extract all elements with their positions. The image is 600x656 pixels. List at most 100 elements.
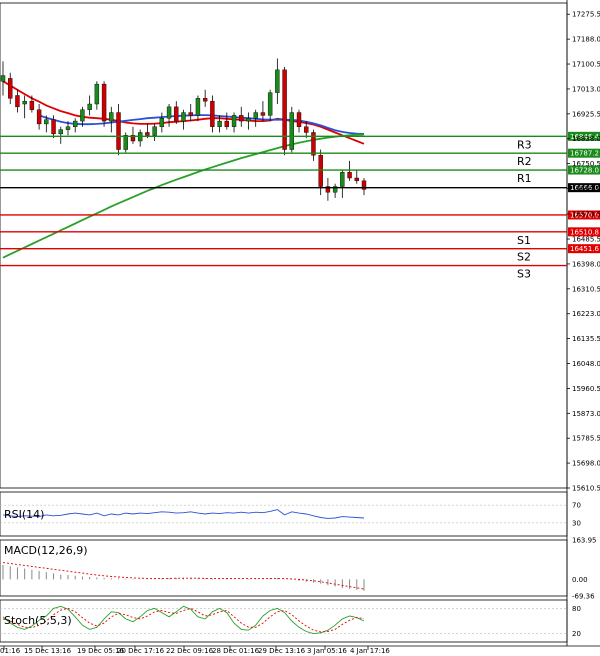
candle-body bbox=[231, 115, 237, 127]
time-tick-label: 28 Dec 01:16 bbox=[212, 647, 260, 655]
price-tick-label: 16838.0 bbox=[572, 135, 600, 143]
candle-body bbox=[246, 118, 251, 122]
price-tick-label: 16925.5 bbox=[572, 110, 600, 118]
rsi-tick-label: 30 bbox=[572, 519, 581, 527]
macd-tick-label: -69.36 bbox=[572, 593, 595, 601]
candle-body bbox=[8, 78, 13, 99]
candle-body bbox=[44, 119, 49, 125]
level-tag-2 bbox=[568, 165, 600, 175]
level-name-2: R1 bbox=[517, 172, 532, 185]
level-name-5: S1 bbox=[517, 234, 531, 247]
rsi-line bbox=[2, 509, 365, 519]
price-tick-label: 16223.0 bbox=[572, 310, 600, 318]
price-tick-label: 16310.5 bbox=[572, 285, 600, 293]
time-tick-label: 3 Jan 05:16 bbox=[307, 647, 347, 655]
macd-label: MACD(12,26,9) bbox=[4, 544, 88, 557]
price-tick-label: 15610.5 bbox=[572, 485, 600, 493]
price-tick-label: 15873.0 bbox=[572, 410, 600, 418]
candle-body bbox=[130, 135, 136, 142]
candle-body bbox=[340, 172, 345, 187]
candle-body bbox=[318, 155, 323, 187]
moving-average-line-2 bbox=[2, 133, 365, 259]
time-tick-label: 15 Dec 13:16 bbox=[24, 647, 72, 655]
candle-body bbox=[101, 83, 107, 122]
pivot-levels: R3 16846.4 R2 16787.2 R1 16728.0 16666.0 16570.… bbox=[0, 131, 600, 281]
candle-body bbox=[354, 177, 359, 182]
time-tick-label: 4 Jan 17:16 bbox=[350, 647, 390, 655]
price-tick-label: 17188.0 bbox=[572, 36, 600, 44]
level-tag-text-4: 16570.0 bbox=[570, 211, 599, 219]
candle-body bbox=[347, 172, 352, 179]
stoch-label: Stoch(5,5,3) bbox=[4, 614, 72, 627]
candle-body bbox=[29, 100, 35, 110]
price-tick-label: 16135.5 bbox=[572, 335, 600, 343]
price-tick-label: 16485.5 bbox=[572, 236, 600, 244]
candle-body bbox=[87, 103, 92, 110]
candles bbox=[0, 58, 367, 201]
time-tick-label: 29 Dec 13:16 bbox=[258, 647, 306, 655]
time-tick-label: 01:16 bbox=[0, 647, 21, 655]
level-tag-text-1: 16787.2 bbox=[570, 150, 599, 158]
level-tag-text-0: 16846.4 bbox=[570, 133, 599, 141]
candle-body bbox=[65, 126, 71, 130]
candle-body bbox=[152, 126, 157, 136]
candle-body bbox=[0, 75, 6, 82]
candle-body bbox=[304, 126, 309, 133]
candle-body bbox=[289, 112, 294, 150]
level-tag-3 bbox=[568, 183, 600, 193]
price-tick-label: 17100.5 bbox=[572, 61, 600, 69]
level-tag-1 bbox=[568, 148, 600, 158]
candle-body bbox=[217, 120, 222, 127]
price-tick-label: 16750.5 bbox=[572, 160, 600, 168]
stoch-tick-label: 80 bbox=[572, 605, 581, 613]
candle-body bbox=[58, 129, 63, 135]
time-tick-label: 22 Dec 09:16 bbox=[166, 647, 214, 655]
price-tick-label: 15960.5 bbox=[572, 385, 600, 393]
stoch-k-line bbox=[2, 605, 365, 635]
candle-body bbox=[15, 95, 20, 108]
candle-body bbox=[202, 98, 208, 102]
time-tick-label: 20 Dec 17:16 bbox=[117, 647, 165, 655]
indicators: 70 30 RSI(14) 163.95 0.00 -69.36 MACD(12,26,9)… bbox=[0, 502, 597, 638]
price-tick-label: 17275.5 bbox=[572, 11, 600, 19]
level-tag-4 bbox=[568, 210, 600, 220]
candle-body bbox=[94, 83, 100, 105]
price-tick-label: 16663.0 bbox=[572, 185, 600, 193]
candle-body bbox=[166, 106, 172, 119]
rsi-tick-label: 70 bbox=[572, 502, 581, 510]
candle-body bbox=[181, 112, 186, 122]
price-tick-label: 16048.0 bbox=[572, 360, 600, 368]
price-tick-label: 17013.0 bbox=[572, 85, 600, 93]
candle-body bbox=[224, 120, 230, 127]
candle-body bbox=[51, 119, 56, 135]
candle-body bbox=[275, 69, 280, 93]
candle-body bbox=[36, 109, 42, 125]
moving-average-line-1 bbox=[38, 114, 365, 135]
level-name-1: R2 bbox=[517, 155, 532, 168]
candle-body bbox=[188, 112, 193, 116]
macd-tick-label: 163.95 bbox=[572, 537, 597, 545]
candle-body bbox=[174, 106, 179, 122]
candle-body bbox=[260, 112, 266, 116]
candle-body bbox=[109, 112, 114, 122]
level-tag-text-3: 16666.0 bbox=[570, 184, 599, 192]
candle-body bbox=[159, 118, 165, 127]
candle-body bbox=[311, 132, 316, 156]
candle-body bbox=[253, 112, 258, 119]
candle-body bbox=[116, 112, 121, 150]
candle-body bbox=[296, 112, 302, 127]
level-tag-text-2: 16728.0 bbox=[570, 167, 599, 175]
macd-signal-line bbox=[2, 562, 365, 590]
candle-body bbox=[332, 186, 338, 193]
price-tick-label: 15785.5 bbox=[572, 435, 600, 443]
candle-body bbox=[361, 180, 367, 190]
level-name-0: R3 bbox=[517, 138, 532, 151]
level-tag-5 bbox=[568, 227, 600, 237]
level-tag-0 bbox=[568, 131, 600, 141]
level-name-7: S3 bbox=[517, 268, 531, 281]
level-name-6: S2 bbox=[517, 251, 531, 264]
